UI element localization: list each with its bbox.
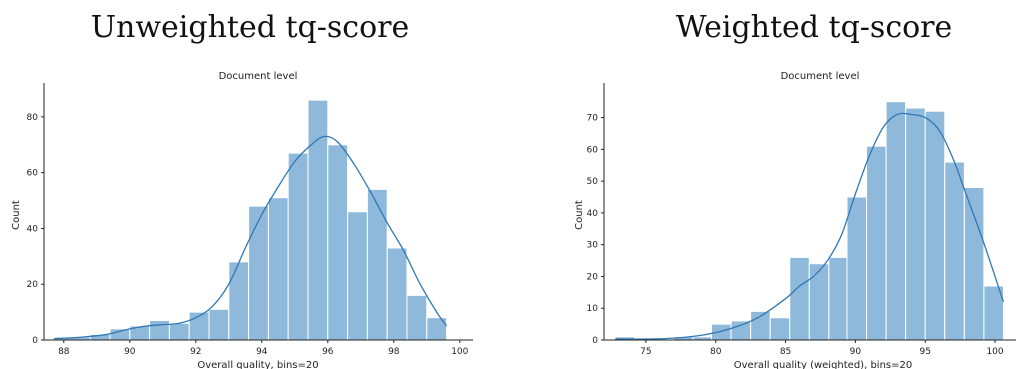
histogram-bar [208,308,230,341]
histogram-bar [228,261,250,341]
chart-title: Document level [219,71,298,82]
histogram-bar [789,256,810,341]
x-tick-label: 98 [388,347,400,357]
y-tick-label: 0 [592,336,598,346]
histogram-bar [149,319,170,341]
x-tick-label: 80 [710,347,722,357]
chart-title: Document level [781,71,860,82]
unweighted-histogram: Document level Overall quality, bins=20 … [11,71,473,369]
y-tick-label: 40 [587,209,599,219]
histogram-bar [944,161,965,341]
y-tick-label: 10 [587,304,599,314]
x-tick-label: 95 [919,347,930,357]
y-tick-label: 60 [27,169,39,179]
histogram-bar [905,107,926,341]
x-tick-label: 75 [640,347,651,357]
y-tick-label: 20 [27,280,39,290]
histogram-bar [711,323,732,341]
histogram-bar [808,263,830,341]
x-tick-label: 90 [850,347,862,357]
x-tick-label: 94 [256,347,268,357]
histogram-bar [287,152,309,341]
y-tick-label: 60 [587,145,599,155]
y-tick-label: 50 [587,177,599,187]
y-tick-label: 70 [587,114,599,124]
x-tick-label: 96 [322,347,334,357]
x-axis-label: Overall quality (weighted), bins=20 [734,360,912,369]
histogram-bar [846,196,868,341]
histogram-bar [769,317,791,341]
x-tick-label: 92 [190,347,201,357]
y-tick-label: 0 [32,336,38,346]
right-panel-heading: Weighted tq-score [675,10,953,45]
x-tick-label: 100 [451,347,468,357]
x-tick-label: 88 [58,347,70,357]
histogram-bar [109,328,131,341]
y-tick-label: 80 [27,113,39,123]
kde-curve [53,135,448,340]
histogram-bar [885,101,907,341]
histogram-bar [347,211,368,341]
x-axis-label: Overall quality, bins=20 [197,360,318,369]
x-tick-label: 100 [986,347,1003,357]
histogram-bar [386,247,408,341]
histogram-bar [327,144,349,341]
histogram-bar [168,322,190,341]
y-axis-label: Count [11,200,22,230]
left-panel-heading: Unweighted tq-score [90,10,410,45]
histogram-bar [366,188,388,341]
y-tick-label: 30 [587,241,599,251]
y-axis-label: Count [574,200,585,230]
histogram-bar [924,110,946,341]
histogram-bar [828,256,848,341]
histogram-bar [267,197,289,341]
histogram-bar [963,186,985,341]
histogram-bar [866,145,887,341]
y-tick-label: 20 [587,272,599,282]
histogram-bar [730,320,752,341]
x-tick-label: 90 [124,347,136,357]
histogram-bar [248,205,269,341]
x-tick-label: 85 [780,347,791,357]
histogram-bar [406,294,428,341]
kde-curve [615,112,1005,340]
y-tick-label: 40 [27,224,39,234]
weighted-histogram: Document level Overall quality (weighted… [574,71,1016,369]
